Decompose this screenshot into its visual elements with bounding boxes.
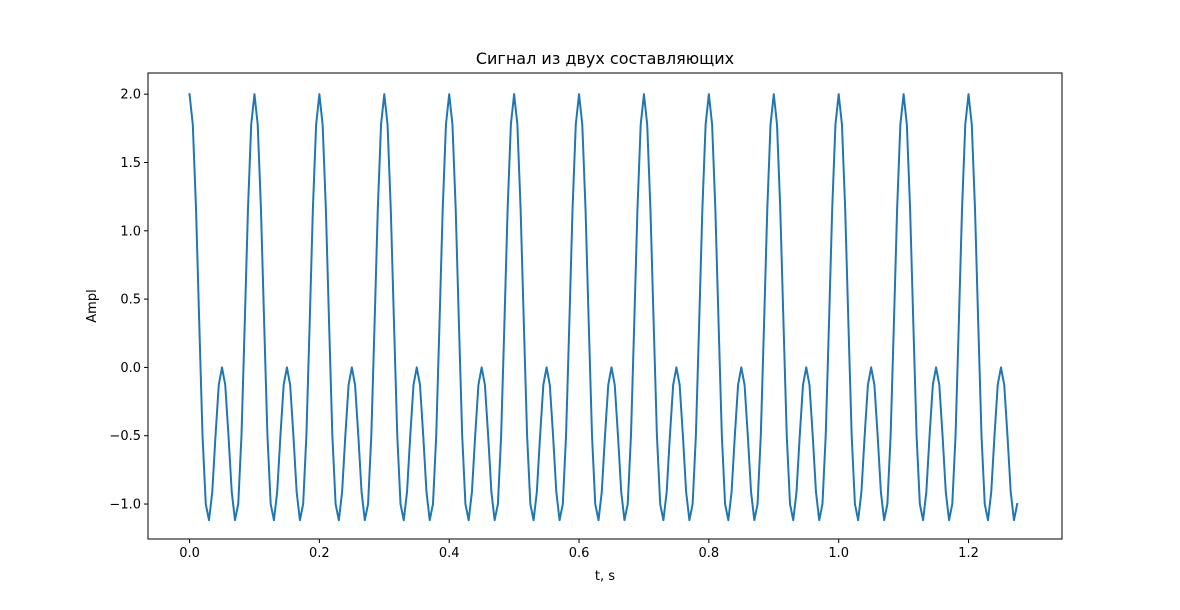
x-tick-label: 1.0 [828, 546, 849, 561]
y-tick-label: 0.5 [120, 293, 141, 308]
x-tick-label: 0.0 [179, 546, 200, 561]
x-tick-label: 0.4 [439, 546, 460, 561]
y-axis-ticks: −1.0 −0.5 0.0 0.5 1.0 1.5 2.0 [109, 88, 148, 513]
y-tick-label: 2.0 [120, 88, 141, 103]
x-tick-label: 0.6 [569, 546, 590, 561]
x-tick-label: 1.2 [958, 546, 979, 561]
series-group [188, 93, 1019, 522]
x-axis-label: t, s [595, 569, 615, 584]
x-axis-ticks: 0.0 0.2 0.4 0.6 0.8 1.0 1.2 [179, 539, 979, 561]
series-line [188, 93, 1019, 522]
y-tick-label: −0.5 [109, 429, 141, 444]
chart-title: Сигнал из двух составляющих [476, 49, 734, 68]
y-tick-label: −1.0 [109, 498, 141, 513]
plot-area-frame [147, 72, 1063, 540]
x-tick-label: 0.8 [699, 546, 720, 561]
y-axis-label: Ampl [85, 289, 100, 322]
x-tick-label: 0.2 [309, 546, 330, 561]
y-tick-label: 0.0 [120, 361, 141, 376]
y-tick-label: 1.5 [120, 156, 141, 171]
y-tick-label: 1.0 [120, 224, 141, 239]
